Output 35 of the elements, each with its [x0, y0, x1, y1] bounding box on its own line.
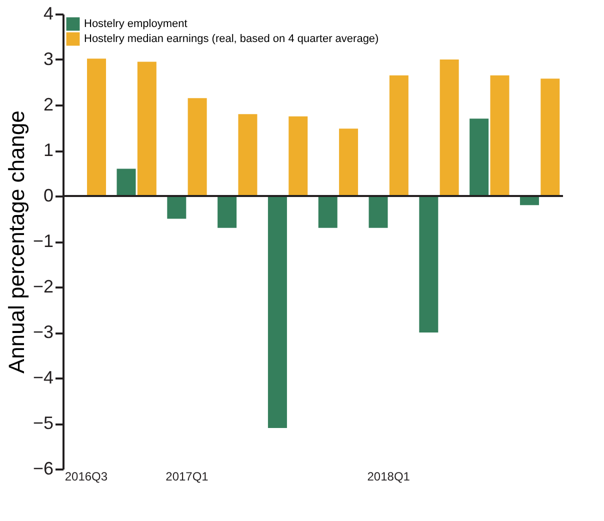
y-tick-label: 2: [43, 94, 54, 114]
bar: [87, 58, 106, 196]
bar: [188, 98, 207, 196]
y-tick-label: −6: [32, 458, 54, 478]
y-axis-title: Annual percentage change: [4, 110, 29, 374]
bar: [419, 196, 438, 332]
y-tick-label: −5: [32, 413, 54, 433]
y-tick-label: −4: [32, 368, 54, 388]
y-tick-label: 1: [43, 140, 54, 160]
bar: [167, 196, 186, 219]
x-tick-label: 2018Q1: [367, 470, 410, 484]
bar: [288, 116, 308, 196]
y-tick-label: 0: [43, 186, 54, 206]
bar: [218, 196, 237, 228]
bar: [116, 168, 136, 196]
bar: [318, 196, 338, 228]
bar: [137, 62, 156, 196]
x-tick-label: 2017Q1: [166, 470, 209, 484]
bar: [368, 196, 388, 228]
bar: [268, 196, 287, 428]
legend-label: Hostelry employment: [84, 18, 188, 30]
bar: [440, 60, 459, 196]
y-tick-label: 3: [43, 49, 54, 69]
bar: [389, 75, 408, 196]
x-tick-label: 2016Q3: [64, 470, 108, 484]
bar: [339, 128, 358, 196]
bar: [540, 78, 560, 196]
bar: [470, 118, 489, 196]
y-tick-label: −1: [32, 231, 54, 251]
bar: [238, 114, 258, 196]
bar: [490, 75, 510, 196]
y-tick-label: −3: [32, 322, 54, 342]
y-tick-label: 4: [43, 4, 54, 24]
legend-label: Hostelry median earnings (real, based on 4 quarter average): [84, 33, 379, 45]
y-tick-label: −2: [32, 276, 54, 296]
